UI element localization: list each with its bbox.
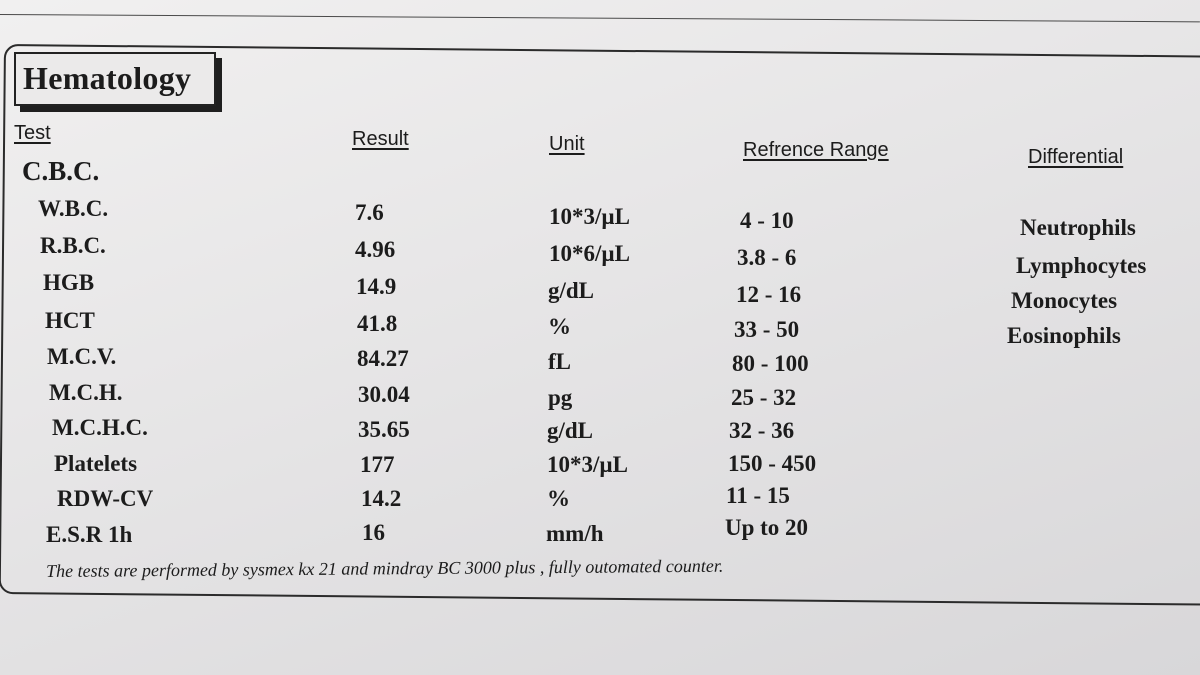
row-range: 11 - 15 xyxy=(726,483,790,508)
header-reference-range: Refrence Range xyxy=(743,139,889,161)
top-rule xyxy=(0,0,1200,23)
section-title-box: Hematology xyxy=(14,52,216,106)
row-unit: % xyxy=(547,486,570,511)
differential-item: Monocytes xyxy=(1011,288,1118,313)
row-unit: mm/h xyxy=(546,521,604,546)
row-unit: 10*3/µL xyxy=(547,452,628,477)
row-range: 4 - 10 xyxy=(740,208,794,233)
row-test: HGB xyxy=(43,270,95,295)
row-test: M.C.H.C. xyxy=(52,415,148,440)
row-unit: 10*3/µL xyxy=(549,204,630,229)
row-result: 41.8 xyxy=(357,311,398,336)
header-differential: Differential xyxy=(1028,146,1124,168)
row-test: Platelets xyxy=(54,451,138,476)
row-range: 25 - 32 xyxy=(731,385,797,410)
row-result: 84.27 xyxy=(357,346,409,371)
row-result: 14.2 xyxy=(361,486,402,511)
row-test: M.C.H. xyxy=(49,380,123,405)
row-range: 12 - 16 xyxy=(736,282,802,307)
header-result: Result xyxy=(352,128,409,150)
differential-item: Neutrophils xyxy=(1020,215,1136,240)
row-unit: pg xyxy=(548,385,573,410)
row-test: E.S.R 1h xyxy=(46,522,133,547)
row-result: 16 xyxy=(362,520,385,545)
row-test: M.C.V. xyxy=(47,344,117,369)
section-title: Hematology xyxy=(23,60,192,96)
differential-item: Lymphocytes xyxy=(1016,253,1147,278)
row-range: 80 - 100 xyxy=(732,351,809,376)
row-result: 177 xyxy=(360,452,395,477)
row-range: 33 - 50 xyxy=(734,317,800,342)
row-result: 30.04 xyxy=(358,382,410,407)
row-range: 3.8 - 6 xyxy=(737,245,797,270)
row-result: 7.6 xyxy=(355,200,384,225)
header-unit: Unit xyxy=(549,133,585,155)
row-result: 35.65 xyxy=(358,417,410,442)
row-range: 150 - 450 xyxy=(728,451,817,476)
row-unit: 10*6/µL xyxy=(549,241,630,266)
row-unit: % xyxy=(548,314,571,339)
row-test: HCT xyxy=(45,308,95,333)
row-unit: g/dL xyxy=(547,418,594,443)
row-test: W.B.C. xyxy=(38,196,109,221)
row-unit: fL xyxy=(548,349,571,374)
row-range: Up to 20 xyxy=(725,515,809,540)
row-result: 4.96 xyxy=(355,237,396,262)
row-result: 14.9 xyxy=(356,274,397,299)
row-test: R.B.C. xyxy=(40,233,106,258)
row-test: RDW-CV xyxy=(57,486,154,511)
row-range: 32 - 36 xyxy=(729,418,795,443)
differential-item: Eosinophils xyxy=(1007,323,1121,348)
row-unit: g/dL xyxy=(548,278,595,303)
header-test: Test xyxy=(14,122,51,144)
group-label: C.B.C. xyxy=(22,156,100,186)
